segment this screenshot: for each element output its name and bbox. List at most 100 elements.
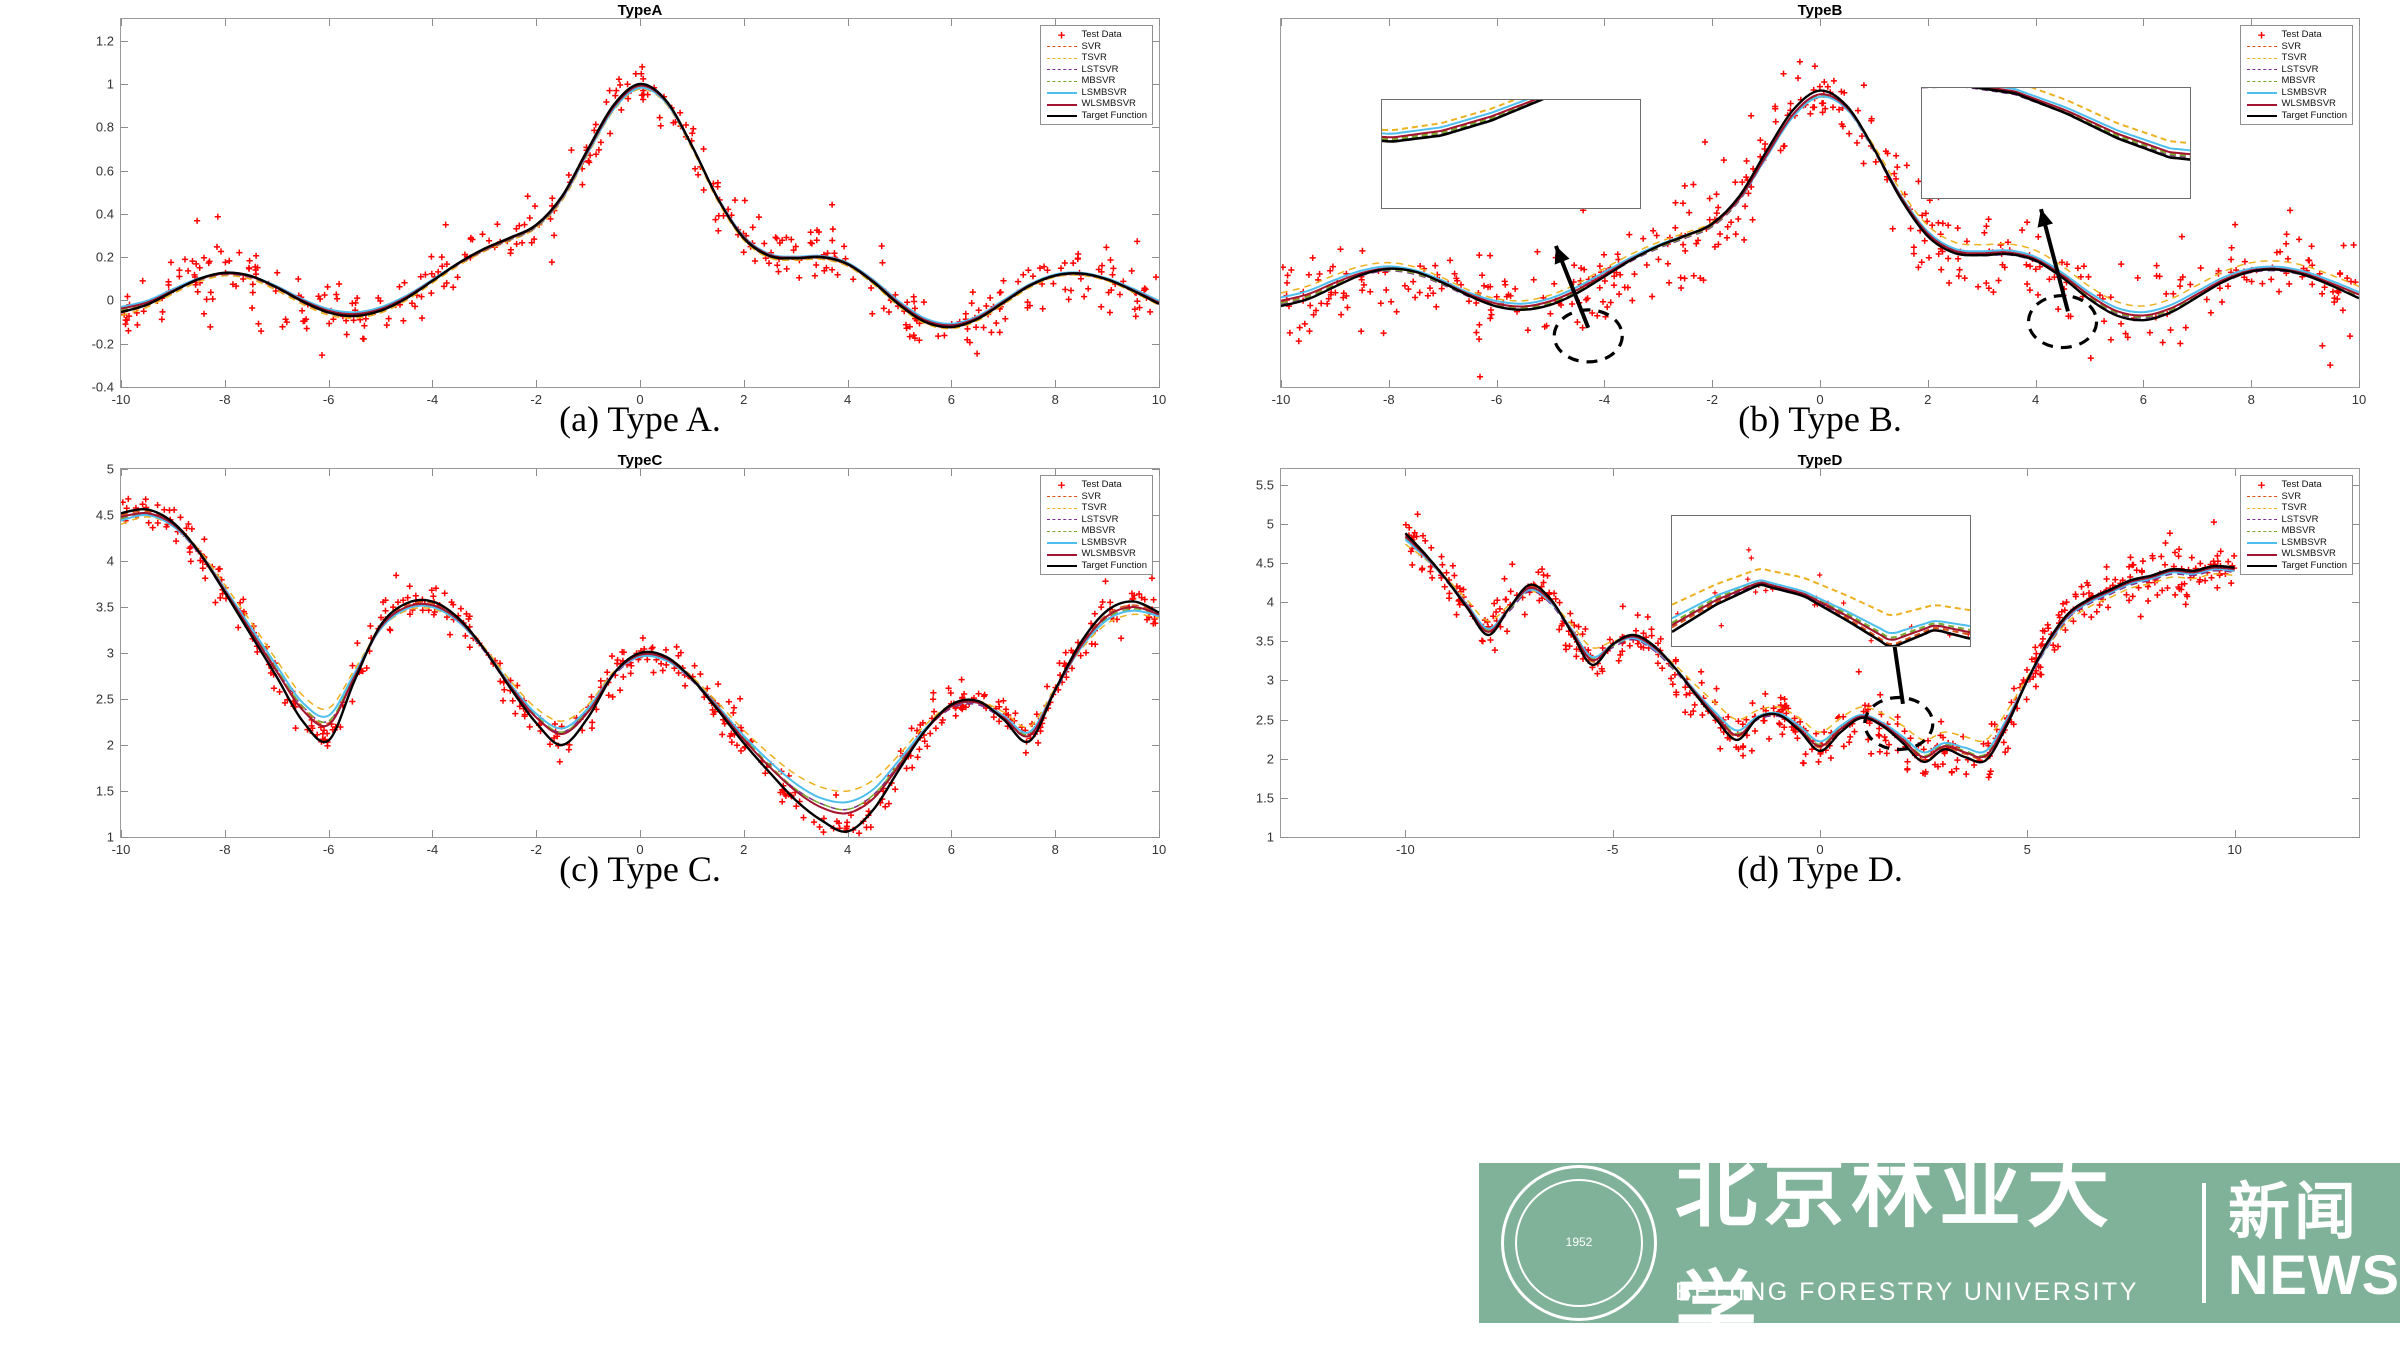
x-tick-mark [1927, 380, 1929, 387]
y-tick-mark-right [1152, 213, 1159, 215]
y-tick-label: 1.2 [95, 33, 114, 49]
legend-line [1046, 46, 1077, 48]
inset-canvas [1672, 547, 1970, 646]
x-tick-mark-top [847, 469, 849, 476]
x-tick-label: -6 [322, 392, 335, 407]
line-swatch-icon [2245, 98, 2279, 109]
x-tick-label: -10 [111, 392, 131, 407]
y-tick-mark [121, 83, 128, 85]
y-tick-label: 1 [1266, 829, 1274, 845]
inset-series-tsvr [1672, 567, 1970, 617]
line-swatch-icon [2245, 75, 2279, 86]
panel-type-a: TypeA -0.4 -0.2 0 0.2 0.4 0.6 0.8 1 1.2 -10 -8 -6 -4… [0, 0, 1200, 450]
legend-item-test-data[interactable]: + Test Data [2245, 477, 2347, 493]
legend-item-wlsmbsvr[interactable]: WLSMBSVR [1045, 548, 1147, 560]
legend-item-mbsvr[interactable]: MBSVR [2245, 75, 2347, 87]
x-tick-mark [2035, 380, 2037, 387]
x-tick-mark [432, 830, 434, 837]
legend-label: LSMBSVR [1081, 536, 1127, 548]
series-line-target-function [1281, 89, 2359, 322]
x-tick-label: 5 [2023, 842, 2031, 857]
x-tick-mark-top [847, 19, 849, 26]
legend-line [2246, 80, 2277, 82]
y-tick-mark-right [1152, 699, 1159, 700]
legend-item-svr[interactable]: SVR [1045, 491, 1147, 503]
plus-marker-icon: + [2245, 28, 2279, 41]
legend[interactable]: + Test Data SVR TSVR LSTSVR MBSVR LSMBSVR WLSMB… [2239, 25, 2353, 125]
legend-item-lstsvr[interactable]: LSTSVR [1045, 64, 1147, 76]
legend-item-target-function[interactable]: Target Function [1045, 560, 1147, 572]
x-tick-mark-top [2143, 19, 2145, 26]
legend-label: MBSVR [2281, 75, 2316, 87]
x-tick-label: 0 [636, 842, 644, 857]
legend-item-svr[interactable]: SVR [2245, 41, 2347, 53]
legend-item-lstsvr[interactable]: LSTSVR [1045, 514, 1147, 526]
legend-item-tsvr[interactable]: TSVR [2245, 52, 2347, 64]
y-tick-mark-right [2352, 758, 2359, 760]
series-line-mbsvr [121, 512, 1159, 811]
x-tick-mark [1405, 830, 1407, 837]
legend-item-target-function[interactable]: Target Function [1045, 110, 1147, 122]
legend-item-test-data[interactable]: + Test Data [1045, 27, 1147, 43]
line-swatch-icon [1045, 502, 1079, 513]
panel-b-title: TypeB [1797, 2, 1843, 19]
legend-item-wlsmbsvr[interactable]: WLSMBSVR [2245, 548, 2347, 560]
legend-item-lsmbsvr[interactable]: LSMBSVR [1045, 537, 1147, 549]
legend-item-wlsmbsvr[interactable]: WLSMBSVR [1045, 98, 1147, 110]
legend-item-tsvr[interactable]: TSVR [1045, 52, 1147, 64]
legend-item-svr[interactable]: SVR [1045, 41, 1147, 53]
x-tick-label: -8 [1383, 392, 1395, 407]
watermark-news-block: 新闻 NEWS [2228, 1180, 2400, 1305]
legend-item-mbsvr[interactable]: MBSVR [1045, 75, 1147, 87]
legend-item-tsvr[interactable]: TSVR [2245, 502, 2347, 514]
plus-glyph: + [1057, 27, 1066, 43]
legend-item-lsmbsvr[interactable]: LSMBSVR [1045, 87, 1147, 99]
legend-item-svr[interactable]: SVR [2245, 491, 2347, 503]
legend-label: SVR [1081, 40, 1102, 52]
legend-item-lsmbsvr[interactable]: LSMBSVR [2245, 537, 2347, 549]
legend-item-target-function[interactable]: Target Function [2245, 560, 2347, 572]
line-swatch-icon [1045, 537, 1079, 548]
legend-item-mbsvr[interactable]: MBSVR [2245, 525, 2347, 537]
plus-glyph: + [2257, 477, 2266, 493]
inset-series-lsmbsvr [1382, 100, 1529, 135]
x-tick-mark-top [224, 469, 226, 476]
y-tick-mark [1281, 602, 1288, 604]
x-tick-mark [743, 380, 745, 387]
x-tick-label: 2 [1924, 392, 1932, 407]
x-tick-mark [640, 380, 641, 387]
legend[interactable]: + Test Data SVR TSVR LSTSVR MBSVR LSMBSVR WLSMB… [2239, 475, 2353, 575]
legend-item-test-data[interactable]: + Test Data [2245, 28, 2347, 41]
legend-item-lsmbsvr[interactable]: LSMBSVR [2245, 87, 2347, 99]
legend-item-tsvr[interactable]: TSVR [1045, 502, 1147, 514]
legend-item-test-data[interactable]: + Test Data [1045, 478, 1147, 491]
x-tick-label: 10 [2227, 842, 2242, 857]
y-tick-mark [121, 343, 128, 345]
legend[interactable]: + Test Data SVR TSVR LSTSVR MBSVR LSMBSVR WLSMB… [1039, 25, 1153, 125]
legend-label: LSTSVR [2281, 513, 2319, 525]
y-tick-mark [121, 300, 128, 302]
x-tick-mark [121, 380, 122, 387]
legend-item-target-function[interactable]: Target Function [2245, 110, 2347, 122]
x-tick-mark-top [2234, 469, 2236, 476]
series-line-mbsvr [1404, 537, 2235, 757]
y-tick-mark [121, 745, 128, 746]
line-swatch-icon [1045, 87, 1079, 98]
x-tick-mark [847, 380, 849, 387]
panel-d-caption: (d) Type D. [1737, 849, 1903, 889]
y-tick-mark [121, 699, 128, 700]
legend-item-wlsmbsvr[interactable]: WLSMBSVR [2245, 98, 2347, 110]
legend-label: Test Data [1081, 479, 1122, 491]
legend-item-lstsvr[interactable]: LSTSVR [2245, 514, 2347, 526]
line-swatch-icon [2245, 491, 2279, 502]
legend-item-mbsvr[interactable]: MBSVR [1045, 525, 1147, 537]
x-tick-mark [1820, 830, 1821, 837]
legend-label: WLSMBSVR [1081, 98, 1136, 110]
legend-item-lstsvr[interactable]: LSTSVR [2245, 64, 2347, 76]
panel-a-caption: (a) Type A. [559, 399, 721, 439]
legend[interactable]: + Test Data SVR TSVR LSTSVR MBSVR LSMBSVR WLSMB… [1039, 475, 1153, 575]
y-tick-label: 4 [1266, 594, 1274, 610]
x-tick-mark-top [121, 469, 122, 476]
y-tick-mark [1281, 680, 1288, 682]
y-tick-mark [121, 127, 128, 129]
